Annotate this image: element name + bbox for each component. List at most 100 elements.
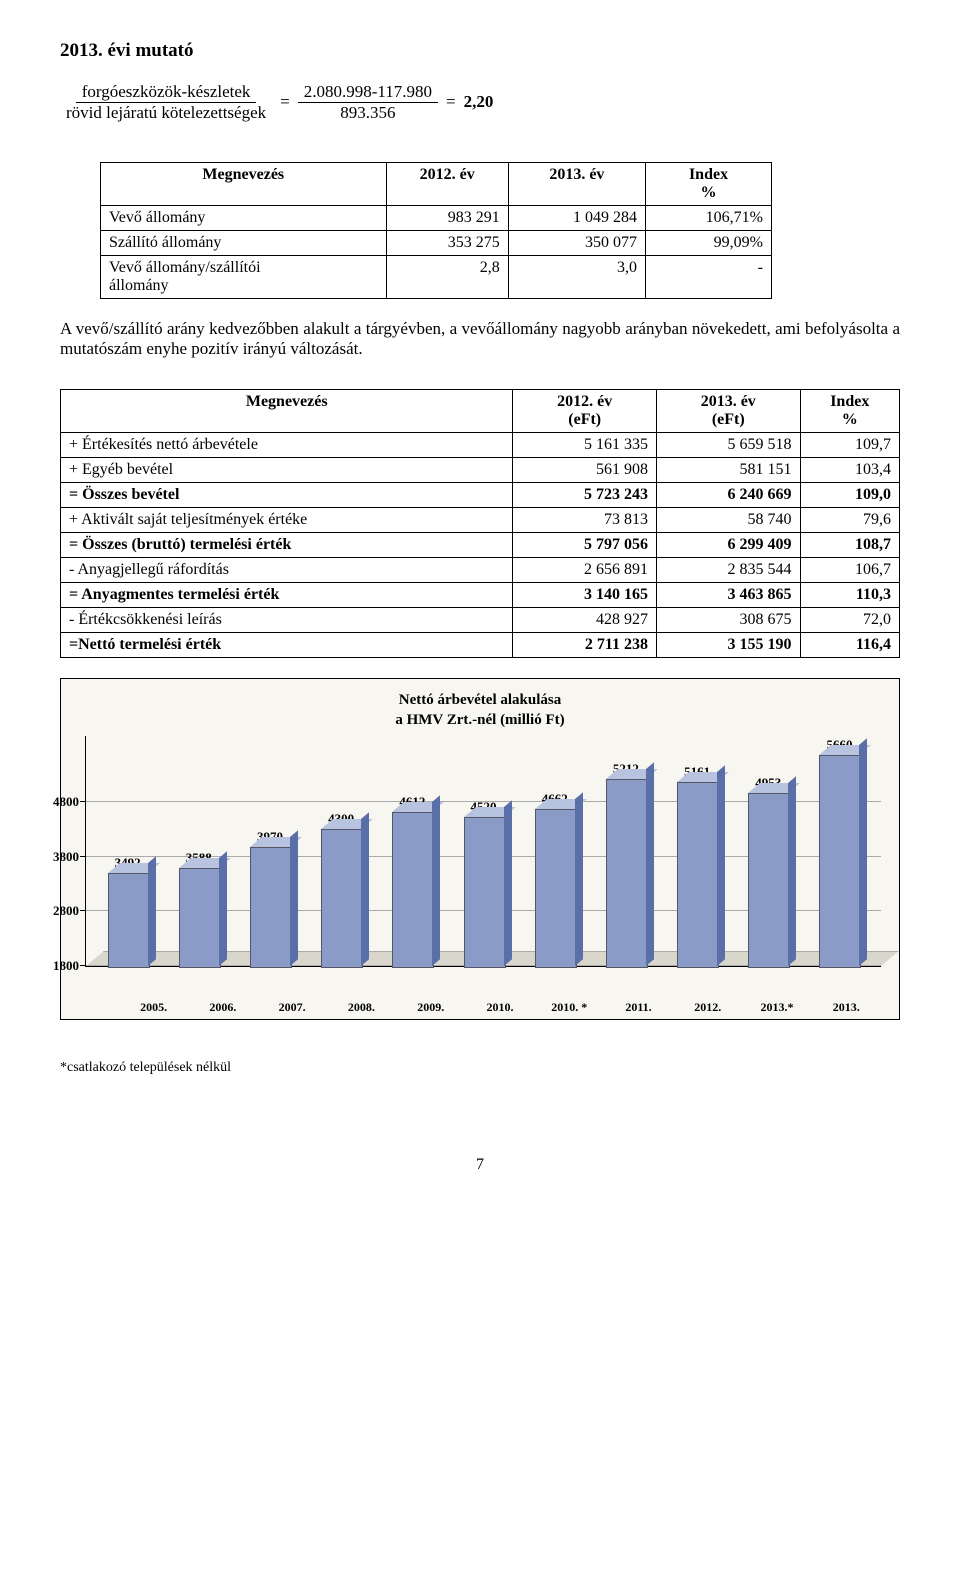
denominator-value: 893.356 [334, 103, 401, 123]
table-row: Vevő állomány983 2911 049 284106,71% [101, 206, 772, 231]
bar-side [575, 793, 583, 966]
bar-side [432, 795, 440, 966]
table-cell: + Aktivált saját teljesítmények értéke [61, 508, 513, 533]
table-cell: 99,09% [646, 231, 772, 256]
table-cell: 106,71% [646, 206, 772, 231]
bar [108, 873, 148, 966]
table-cell: 116,4 [800, 633, 899, 658]
table-cell: 106,7 [800, 558, 899, 583]
table-cell: Szállító állomány [101, 231, 387, 256]
x-tick-label: 2008. [327, 1000, 396, 1015]
table-row: Szállító állomány353 275350 07799,09% [101, 231, 772, 256]
bar-front [392, 812, 434, 968]
table-cell: 308 675 [656, 608, 800, 633]
table-cell: 2 656 891 [513, 558, 657, 583]
table-cell: 3,0 [508, 256, 645, 299]
bar-front [748, 793, 790, 968]
chart-title-line1: Nettó árbevétel alakulása [399, 692, 561, 708]
bar-side [788, 777, 796, 966]
table-cell: 353 275 [386, 231, 508, 256]
bar-front [819, 755, 861, 968]
table-row: Vevő állomány/szállítóiállomány2,83,0- [101, 256, 772, 299]
bar-side [646, 763, 654, 967]
bar-slot: 4612 [377, 794, 448, 966]
y-tick-label: 3800 [53, 849, 79, 865]
x-tick-label: 2006. [188, 1000, 257, 1015]
chart-title-line2: a HMV Zrt.-nél (millió Ft) [395, 712, 564, 728]
ratio-labels: forgóeszközök-készletek rövid lejáratú k… [60, 82, 272, 122]
bar-slot: 3492 [92, 855, 163, 966]
table-cell: 3 463 865 [656, 583, 800, 608]
table-cell: 72,0 [800, 608, 899, 633]
x-tick-label: 2007. [258, 1000, 327, 1015]
table-cell: 109,0 [800, 483, 899, 508]
bar [819, 755, 859, 966]
table-header: 2012. év [386, 163, 508, 206]
chart-title: Nettó árbevétel alakulása a HMV Zrt.-nél… [79, 691, 881, 730]
table-header: 2013. év [508, 163, 645, 206]
x-tick-label: 2013. [812, 1000, 881, 1015]
table-cell: - Értékcsökkenési leírás [61, 608, 513, 633]
table-row: + Egyéb bevétel561 908581 151103,4 [61, 458, 900, 483]
bar-front [179, 868, 221, 968]
table-cell: 5 161 335 [513, 433, 657, 458]
table-cell: Vevő állomány/szállítóiállomány [101, 256, 387, 299]
table-cell: 3 140 165 [513, 583, 657, 608]
paragraph-analysis: A vevő/szállító arány kedvezőbben alakul… [60, 319, 900, 359]
table-cell: 103,4 [800, 458, 899, 483]
bar-front [108, 873, 150, 968]
chart-bars: 3492 3588 3970 4300 [86, 736, 881, 966]
table-cell: 350 077 [508, 231, 645, 256]
table-cell: 79,6 [800, 508, 899, 533]
x-tick-label: 2012. [673, 1000, 742, 1015]
table-cell: 110,3 [800, 583, 899, 608]
formula-result: 2,20 [464, 92, 494, 112]
bar [321, 829, 361, 966]
bar-slot: 4953 [733, 775, 804, 966]
table-cell: 6 299 409 [656, 533, 800, 558]
table-cell: =Nettó termelési érték [61, 633, 513, 658]
x-tick-label: 2009. [396, 1000, 465, 1015]
x-tick-label: 2005. [119, 1000, 188, 1015]
table-cell: = Összes bevétel [61, 483, 513, 508]
chart-x-axis: 2005.2006.2007.2008.2009.2010.2010. *201… [79, 1000, 881, 1015]
table-row: + Értékesítés nettó árbevétele5 161 3355… [61, 433, 900, 458]
table-cell: 73 813 [513, 508, 657, 533]
table-header: Megnevezés [101, 163, 387, 206]
page-number: 7 [60, 1156, 900, 1174]
x-tick-label: 2011. [604, 1000, 673, 1015]
section-heading: 2013. évi mutató [60, 40, 900, 62]
table-row: + Aktivált saját teljesítmények értéke73… [61, 508, 900, 533]
table-cell: 58 740 [656, 508, 800, 533]
bar-front [606, 779, 648, 968]
y-tick-label: 4800 [53, 794, 79, 810]
table-cell: Vevő állomány [101, 206, 387, 231]
table-header: Megnevezés [61, 390, 513, 433]
table-row: = Összes bevétel5 723 2436 240 669109,0 [61, 483, 900, 508]
y-tick-label: 2800 [53, 903, 79, 919]
bar-slot: 4300 [306, 811, 377, 966]
footnote: *csatlakozó települések nélkül [60, 1060, 900, 1076]
bar-side [290, 831, 298, 967]
bar [677, 782, 717, 966]
numerator-value: 2.080.998-117.980 [298, 82, 438, 103]
table-row: =Nettó termelési érték2 711 2383 155 190… [61, 633, 900, 658]
table-cell: + Egyéb bevétel [61, 458, 513, 483]
table-row: - Anyagjellegű ráfordítás2 656 8912 835 … [61, 558, 900, 583]
table-cell: 1 049 284 [508, 206, 645, 231]
bar [606, 779, 646, 966]
equals-sign-2: = [446, 92, 456, 112]
bar-front [250, 847, 292, 968]
table-cell: 983 291 [386, 206, 508, 231]
table-vevo-szallito: Megnevezés2012. év2013. évIndex%Vevő áll… [100, 162, 772, 299]
equals-sign-1: = [280, 92, 290, 112]
x-tick-label: 2013.* [742, 1000, 811, 1015]
bar [250, 847, 290, 966]
bar-side [717, 765, 725, 966]
denominator-label: rövid lejáratú kötelezettségek [60, 103, 272, 123]
bar-slot: 4662 [519, 791, 590, 966]
table-cell: 2 711 238 [513, 633, 657, 658]
bar-slot: 3970 [234, 829, 305, 966]
numerator-label: forgóeszközök-készletek [76, 82, 257, 103]
table-cell: 2 835 544 [656, 558, 800, 583]
